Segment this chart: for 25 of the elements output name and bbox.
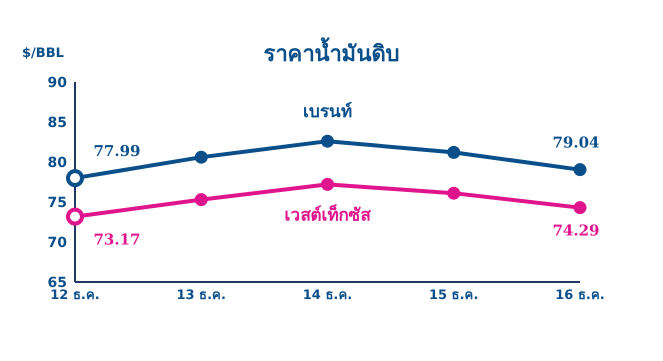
point: [321, 134, 334, 148]
x-tick-label: 12 ธ.ค.: [50, 288, 100, 304]
point: [447, 186, 460, 200]
point: [574, 163, 586, 176]
data-label: 77.99: [94, 142, 140, 160]
data-label: 73.17: [94, 230, 140, 249]
y-tick-label: 85: [48, 114, 67, 131]
x-tick-label: 15 ธ.ค.: [429, 288, 478, 304]
y-tick-label: 75: [48, 194, 67, 211]
point: [447, 146, 460, 159]
x-tick-label: 13 ธ.ค.: [176, 288, 226, 304]
series-label: เบรนท์: [303, 101, 352, 122]
data-label: 74.29: [552, 222, 600, 240]
series-label: เวสต์เท็กซัส: [284, 202, 372, 226]
y-tick-label: 90: [48, 74, 68, 91]
x-tick-label: 14 ธ.ค.: [302, 288, 352, 304]
y-tick-label: 80: [48, 154, 68, 171]
y-tick-label: 70: [48, 234, 68, 251]
data-label: 79.04: [552, 134, 600, 152]
y-axis-title: $/BBL: [22, 46, 64, 61]
point: [574, 201, 586, 214]
point: [321, 178, 334, 191]
point: [194, 193, 208, 206]
point: [194, 150, 208, 164]
x-tick-label: 16 ธ.ค.: [555, 288, 605, 304]
